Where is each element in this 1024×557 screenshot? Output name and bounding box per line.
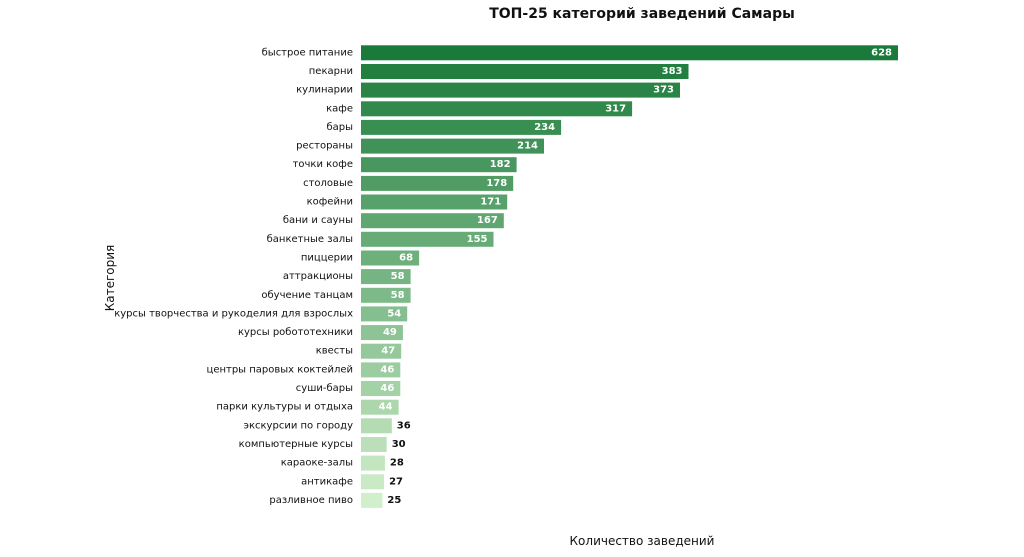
- y-axis-label: Категория: [103, 245, 117, 312]
- category-tick-label: кафе: [326, 103, 353, 114]
- bar-value-label: 58: [391, 290, 405, 301]
- bar-value-label: 46: [380, 364, 394, 375]
- bar-value-label: 46: [380, 383, 394, 394]
- bar: [361, 45, 898, 61]
- bar-value-label: 178: [486, 178, 507, 189]
- bar-value-label: 171: [480, 197, 501, 208]
- bar: [361, 343, 402, 359]
- bar-value-label: 47: [381, 346, 395, 357]
- bar: [361, 175, 514, 191]
- bar-value-label: 54: [387, 308, 401, 319]
- value-labels-group: 628 383 373 317 234 214 182 178 171 167 155 68 58 58 5…: [379, 47, 892, 506]
- category-tick-label: центры паровых коктейлей: [207, 364, 353, 375]
- category-tick-label: суши-бары: [296, 383, 353, 394]
- bar: [361, 399, 399, 415]
- category-tick-label: компьютерные курсы: [239, 439, 353, 450]
- bar-value-label: 317: [605, 103, 626, 114]
- bar: [361, 362, 401, 378]
- bar-value-label: 28: [390, 458, 404, 469]
- bar: [361, 269, 411, 285]
- category-tick-label: пиццерии: [301, 253, 353, 264]
- bar-value-label: 25: [387, 495, 401, 506]
- bar: [361, 418, 392, 434]
- bar: [361, 306, 408, 322]
- category-tick-label: рестораны: [296, 141, 353, 152]
- category-tick-label: точки кофе: [293, 159, 353, 170]
- chart-title: ТОП-25 категорий заведений Самары: [489, 6, 795, 22]
- bar: [361, 250, 420, 266]
- bar-value-label: 58: [391, 271, 405, 282]
- bar-value-label: 36: [397, 420, 411, 431]
- bar-value-label: 214: [517, 141, 538, 152]
- bar: [361, 492, 383, 508]
- category-tick-label: курсы робототехники: [238, 327, 353, 338]
- category-tick-label: банкетные залы: [267, 234, 353, 245]
- category-tick-label: караоке-залы: [281, 458, 353, 469]
- bar-value-label: 628: [871, 47, 892, 58]
- bar: [361, 231, 494, 247]
- bar: [361, 437, 387, 452]
- category-ticks-group: быстрое питание пекарни кулинарии кафе бары р…: [114, 47, 353, 506]
- bar-value-label: 27: [389, 476, 403, 487]
- category-tick-label: экскурсии по городу: [243, 420, 353, 431]
- bar-value-label: 383: [662, 66, 683, 77]
- bars-group: [361, 45, 898, 508]
- bar-value-label: 182: [490, 159, 511, 170]
- bar: [361, 194, 508, 210]
- bar-value-label: 167: [477, 215, 498, 226]
- category-tick-label: кофейни: [307, 197, 353, 208]
- category-tick-label: антикафе: [301, 476, 353, 487]
- bar: [361, 64, 689, 79]
- bar: [361, 381, 401, 396]
- bar: [361, 138, 544, 154]
- category-tick-label: обучение танцам: [261, 290, 353, 301]
- bar: [361, 82, 680, 98]
- bar-value-label: 373: [653, 85, 674, 96]
- bar: [361, 287, 411, 303]
- category-tick-label: парки культуры и отдыха: [216, 402, 353, 413]
- bar: [361, 455, 385, 471]
- bar-value-label: 155: [467, 234, 488, 245]
- category-tick-label: бары: [326, 122, 353, 133]
- bar: [361, 213, 504, 229]
- bar-value-label: 44: [379, 402, 393, 413]
- bar: [361, 119, 562, 135]
- category-tick-label: кулинарии: [296, 85, 353, 96]
- category-tick-label: разливное пиво: [269, 495, 353, 506]
- bar-value-label: 30: [392, 439, 406, 450]
- x-axis-label: Количество заведений: [570, 534, 715, 548]
- bar-value-label: 49: [383, 327, 397, 338]
- category-tick-label: курсы творчества и рукоделия для взрослы…: [114, 308, 353, 319]
- category-tick-label: аттракционы: [283, 271, 353, 282]
- category-tick-label: пекарни: [309, 66, 353, 77]
- bar: [361, 157, 517, 173]
- bar: [361, 474, 385, 490]
- category-tick-label: бани и сауны: [283, 215, 353, 226]
- bar-value-label: 68: [399, 253, 413, 264]
- bar-value-label: 234: [534, 122, 555, 133]
- category-tick-label: квесты: [316, 346, 353, 357]
- category-tick-label: быстрое питание: [262, 47, 353, 58]
- bar: [361, 325, 403, 341]
- bar: [361, 101, 633, 117]
- category-tick-label: столовые: [303, 178, 353, 189]
